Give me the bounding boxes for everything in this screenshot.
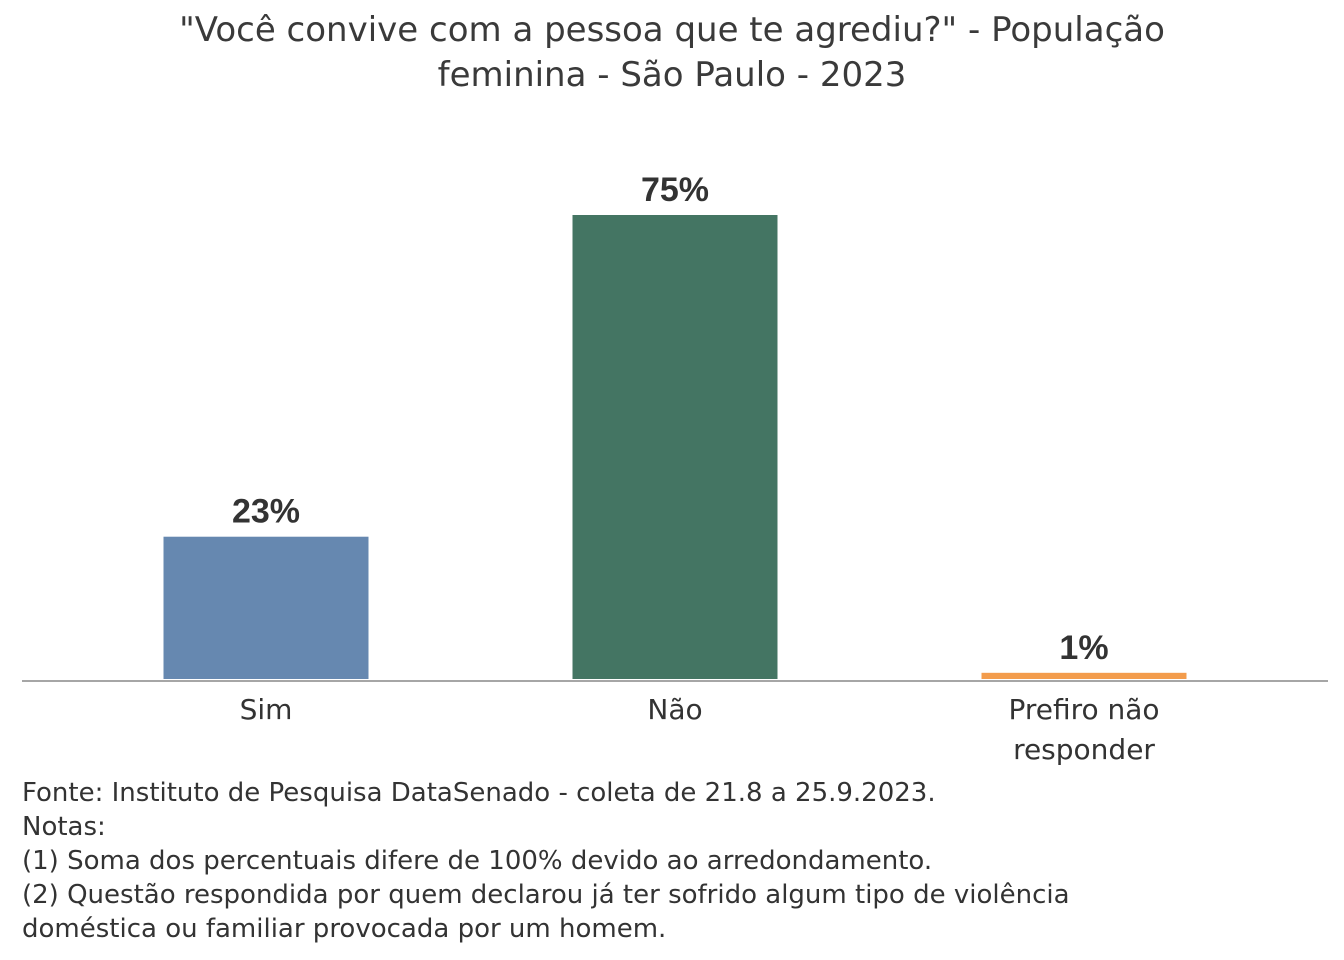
notes-heading: Notas: <box>22 812 106 842</box>
tick-label-0-0: Sim <box>240 693 293 726</box>
bar-1 <box>572 215 778 679</box>
bar-2 <box>981 672 1187 679</box>
tick-label-2-0: Prefiro não <box>1008 693 1159 726</box>
chart-title-line-2: feminina - São Paulo - 2023 <box>437 55 907 95</box>
data-label-0: 23% <box>232 493 300 531</box>
data-label-2: 1% <box>1059 629 1108 667</box>
bar-0 <box>163 536 369 679</box>
chart-title-line-1: "Você convive com a pessoa que te agredi… <box>179 10 1165 50</box>
note-2-line-2: doméstica ou familiar provocada por um h… <box>22 914 667 944</box>
chart-title: "Você convive com a pessoa que te agredi… <box>0 8 1344 98</box>
note-1: (1) Soma dos percentuais difere de 100% … <box>22 846 933 876</box>
tick-label-2-1: responder <box>1013 733 1155 766</box>
source-notes: Fonte: Instituto de Pesquisa DataSenado … <box>22 776 1322 946</box>
note-2-line-1: (2) Questão respondida por quem declarou… <box>22 880 1070 910</box>
tick-label-1-0: Não <box>647 693 702 726</box>
source-line: Fonte: Instituto de Pesquisa DataSenado … <box>22 778 936 808</box>
data-label-1: 75% <box>641 171 709 209</box>
bar-chart: 23% Sim 75% Não 1% Prefiro não responder <box>22 171 1328 766</box>
